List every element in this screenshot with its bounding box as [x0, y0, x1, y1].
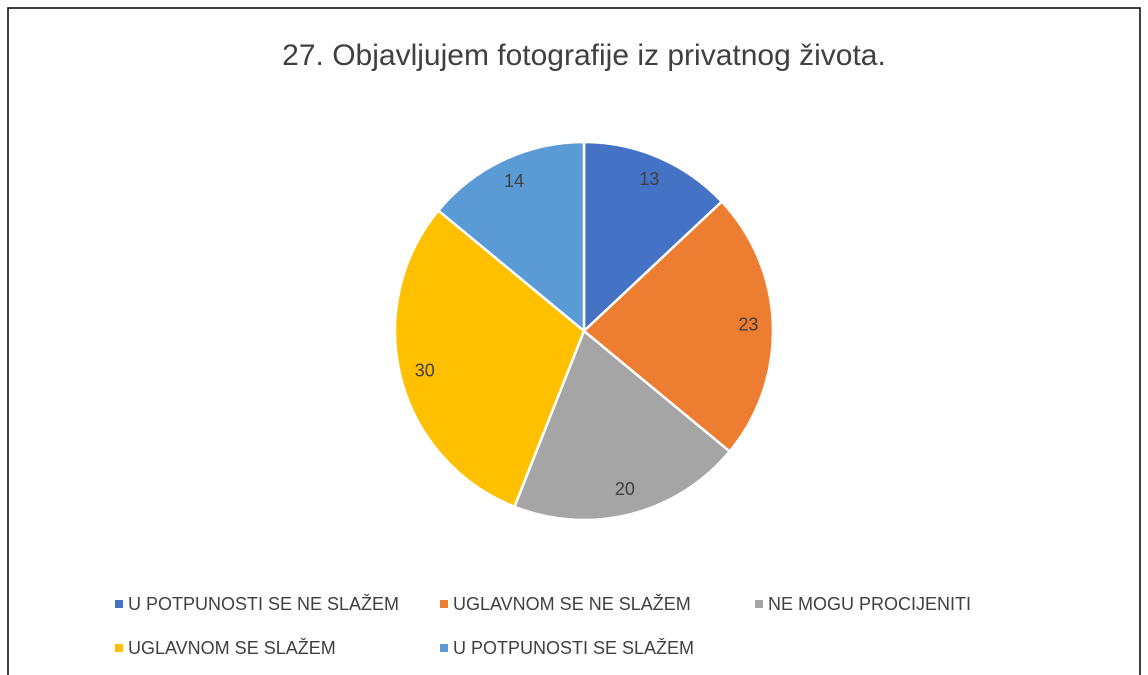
legend-swatch: [755, 600, 763, 608]
legend-label: U POTPUNOSTI SE NE SLAŽEM: [128, 594, 399, 614]
data-label: 20: [615, 479, 635, 499]
legend-swatch: [115, 600, 123, 608]
data-label: 30: [415, 361, 435, 381]
pie-slice: [393, 208, 586, 509]
frame: [7, 7, 1141, 675]
legend-swatch: [440, 644, 448, 652]
data-label: 14: [504, 171, 524, 191]
pie-slice: [512, 328, 732, 522]
chart-title: 27. Objavljujem fotografije iz privatnog…: [282, 39, 886, 72]
legend-label: UGLAVNOM SE NE SLAŽEM: [453, 594, 691, 614]
legend-label: UGLAVNOM SE SLAŽEM: [128, 638, 336, 658]
legend-swatch: [115, 644, 123, 652]
legend-label: U POTPUNOSTI SE SLAŽEM: [453, 638, 694, 658]
pie-slice: [436, 140, 586, 334]
pie-slice: [582, 199, 775, 454]
data-label: 13: [639, 169, 659, 189]
data-label: 23: [738, 315, 758, 335]
pie-slice: [582, 140, 724, 334]
legend-label: NE MOGU PROCIJENITI: [768, 594, 971, 614]
legend-swatch: [440, 600, 448, 608]
